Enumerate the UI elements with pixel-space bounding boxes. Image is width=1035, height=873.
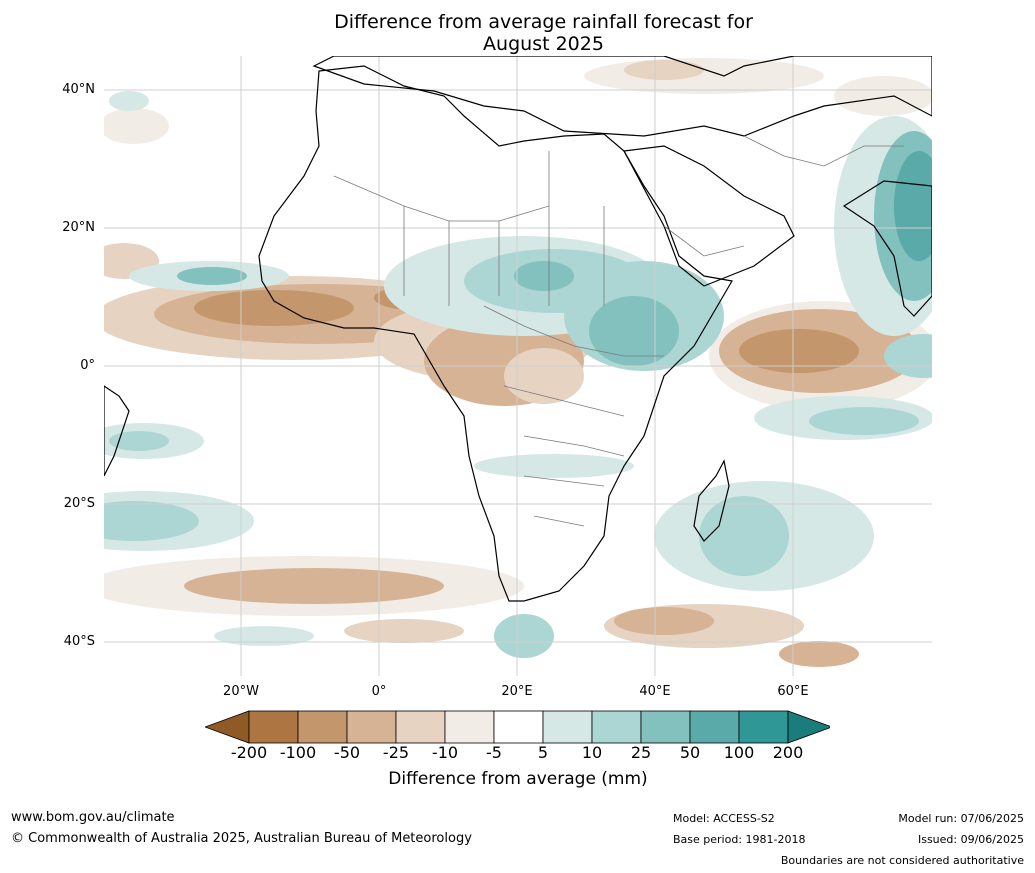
colorbar-tick-label: -5 [486, 743, 502, 762]
lat-label-0: 0° [80, 358, 95, 373]
colorbar-tick-label: 10 [581, 743, 603, 762]
arabia-coastline [623, 145, 795, 287]
lon-label-40e: 40°E [639, 684, 671, 699]
title-line-1: Difference from average rainfall forecas… [334, 11, 753, 33]
colorbar-cell [689, 710, 740, 744]
rainfall-anomaly-map [104, 56, 932, 676]
colorbar-cell [444, 710, 495, 744]
colorbar-low-extend [205, 710, 250, 744]
footer-model: Model: ACCESS-S2 [673, 812, 775, 825]
madagascar-coastline [693, 459, 730, 542]
map-title: Difference from average rainfall forecas… [0, 11, 1035, 55]
colorbar-tick-label: -200 [230, 743, 268, 762]
lon-label-60e: 60°E [777, 684, 809, 699]
footer-model-run: Model run: 07/06/2025 [898, 812, 1024, 825]
lon-label-20e: 20°E [501, 684, 533, 699]
colorbar-high-extend [787, 710, 830, 744]
colorbar-tick-label: -10 [431, 743, 459, 762]
colorbar-cell [248, 710, 299, 744]
colorbar-tick-label: 5 [537, 743, 549, 762]
colorbar-tick-label: -50 [333, 743, 361, 762]
india-coastline [842, 180, 932, 317]
colorbar-label: Difference from average (mm) [388, 769, 648, 789]
colorbar-cell [591, 710, 642, 744]
colorbar-cell [640, 710, 691, 744]
coastlines [104, 56, 932, 602]
colorbar-cell [395, 710, 446, 744]
colorbar-cell [346, 710, 397, 744]
country-borders [333, 135, 904, 527]
footer-website: www.bom.gov.au/climate [11, 810, 175, 825]
colorbar-cell [297, 710, 348, 744]
lat-label-20n: 20°N [62, 220, 95, 235]
africa-coastline [258, 65, 733, 602]
europe-coastline [312, 56, 932, 137]
colorbar [205, 710, 830, 744]
footer-disclaimer: Boundaries are not considered authoritat… [780, 854, 1024, 867]
footer-base-period: Base period: 1981-2018 [673, 833, 806, 846]
colorbar-tick-label: 200 [772, 743, 804, 762]
lon-label-20w: 20°W [223, 684, 259, 699]
colorbar-cell [738, 710, 789, 744]
lat-label-20s: 20°S [63, 496, 95, 511]
footer-copyright: © Commonwealth of Australia 2025, Austra… [11, 831, 472, 846]
lon-label-0: 0° [371, 684, 387, 699]
south-america-coastline [104, 385, 130, 477]
wet-anomaly-regions [104, 91, 932, 658]
colorbar-tick-label: 25 [630, 743, 652, 762]
lat-label-40n: 40°N [62, 82, 95, 97]
colorbar-tick-label: 100 [723, 743, 755, 762]
title-line-2: August 2025 [483, 33, 604, 55]
colorbar-tick-label: 50 [679, 743, 701, 762]
colorbar-tick-label: -100 [279, 743, 317, 762]
footer-issued: Issued: 09/06/2025 [917, 833, 1024, 846]
graticule [104, 56, 932, 676]
colorbar-tick-label: -25 [382, 743, 410, 762]
colorbar-cell [542, 710, 593, 744]
colorbar-cell [493, 710, 544, 744]
lat-label-40s: 40°S [63, 634, 95, 649]
